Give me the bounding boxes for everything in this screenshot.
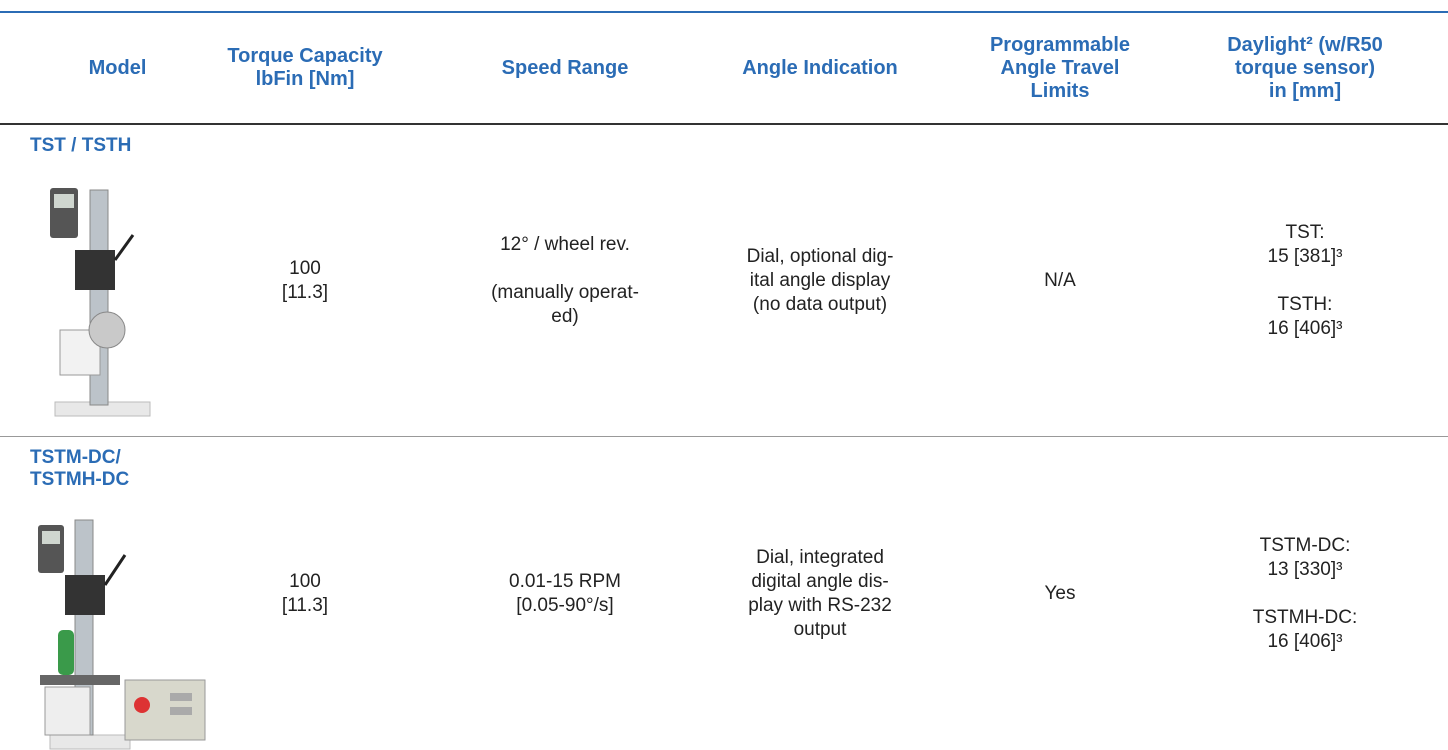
text-line: lbFin [Nm]	[256, 68, 355, 91]
text-line: Programmable	[990, 34, 1130, 57]
table-cell: Dial, optional dig-ital angle display(no…	[700, 125, 940, 436]
text-line: Dial, integrated	[748, 546, 892, 570]
paragraph: TSTMH-DC:16 [406]³	[1253, 606, 1357, 654]
text-line: Limits	[1031, 80, 1090, 103]
text-line: 13 [330]³	[1260, 558, 1351, 582]
model-name: TST / TSTH	[30, 135, 131, 157]
text-line: [11.3]	[282, 281, 328, 305]
header-cell: Model	[0, 14, 235, 122]
table-cell: 12° / wheel rev. (manually operat-ed)	[450, 125, 680, 436]
table-cell: 0.01-15 RPM[0.05-90°/s]	[450, 437, 680, 750]
text-line: 100	[282, 570, 328, 594]
text-line: output	[748, 618, 892, 642]
table-cell: N/A	[950, 125, 1170, 436]
text-line: 12° / wheel rev.	[500, 233, 630, 257]
text-line: play with RS-232	[748, 594, 892, 618]
text-line: TST / TSTH	[30, 135, 131, 157]
table-cell: 100[11.3]	[210, 125, 400, 436]
paragraph: TSTM-DC:13 [330]³	[1260, 534, 1351, 582]
paragraph: N/A	[1044, 269, 1076, 293]
text-line: ed)	[491, 305, 639, 329]
text-line: [11.3]	[282, 594, 328, 618]
table-cell: 100[11.3]	[210, 437, 400, 750]
header-cell: Speed Range	[450, 14, 680, 122]
text-line: TSTMH-DC:	[1253, 606, 1357, 630]
text-line: Yes	[1045, 582, 1076, 606]
page: {"header": {"columns": [["Model"], ["Tor…	[0, 0, 1448, 750]
text-line: Model	[89, 57, 147, 80]
text-line: Dial, optional dig-	[747, 245, 894, 269]
text-line: in [mm]	[1269, 80, 1341, 103]
paragraph: Dial, optional dig-ital angle display(no…	[747, 245, 894, 317]
paragraph: 100[11.3]	[282, 257, 328, 305]
text-line: 16 [406]³	[1268, 317, 1343, 341]
paragraph: Yes	[1045, 582, 1076, 606]
paragraph: 0.01-15 RPM[0.05-90°/s]	[509, 570, 621, 618]
text-line: [0.05-90°/s]	[509, 594, 621, 618]
text-line: TSTMH-DC	[30, 469, 129, 491]
text-line: Angle Indication	[742, 57, 898, 80]
paragraph: 12° / wheel rev.	[500, 233, 630, 257]
text-line: Daylight² (w/R50	[1227, 34, 1383, 57]
text-line: TST:	[1268, 221, 1343, 245]
text-line: TSTM-DC:	[1260, 534, 1351, 558]
model-name: TSTM-DC/TSTMH-DC	[30, 447, 129, 491]
text-line: (no data output)	[747, 293, 894, 317]
text-line: ital angle display	[747, 269, 894, 293]
product-image-tst	[35, 180, 165, 420]
top-rule	[0, 11, 1448, 13]
text-line: N/A	[1044, 269, 1076, 293]
table-cell: Yes	[950, 437, 1170, 750]
text-line: torque sensor)	[1235, 57, 1375, 80]
text-line: Angle Travel	[1001, 57, 1120, 80]
header-cell: Angle Indication	[700, 14, 940, 122]
text-line: TSTM-DC/	[30, 447, 129, 469]
table-cell: TST:15 [381]³ TSTH:16 [406]³	[1190, 125, 1420, 436]
product-image-tstm	[30, 515, 210, 750]
text-line: 15 [381]³	[1268, 245, 1343, 269]
text-line: (manually operat-	[491, 281, 639, 305]
text-line: digital angle dis-	[748, 570, 892, 594]
paragraph: 100[11.3]	[282, 570, 328, 618]
text-line: Speed Range	[502, 57, 629, 80]
text-line: TSTH:	[1268, 293, 1343, 317]
text-line: 16 [406]³	[1253, 630, 1357, 654]
table-cell: TSTM-DC:13 [330]³ TSTMH-DC:16 [406]³	[1190, 437, 1420, 750]
text-line: Torque Capacity	[227, 45, 382, 68]
text-line: 0.01-15 RPM	[509, 570, 621, 594]
text-line: 100	[282, 257, 328, 281]
paragraph: (manually operat-ed)	[491, 281, 639, 329]
paragraph: TSTH:16 [406]³	[1268, 293, 1343, 341]
paragraph: TST:15 [381]³	[1268, 221, 1343, 269]
